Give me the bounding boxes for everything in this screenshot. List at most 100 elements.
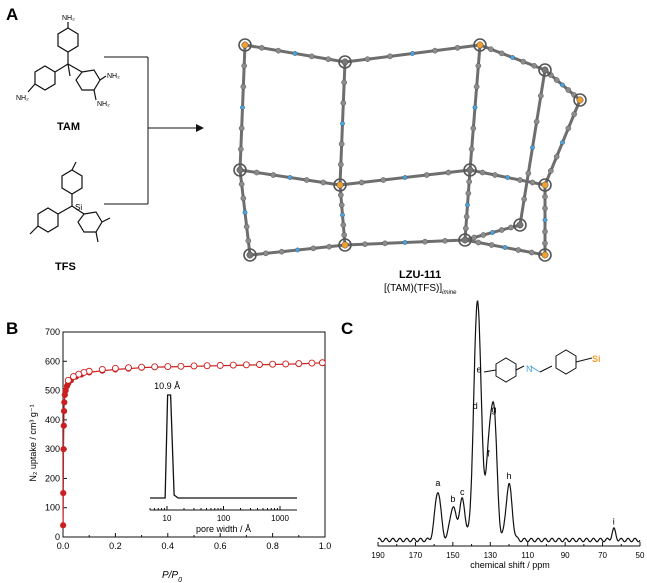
framework-carbon-atom xyxy=(479,169,486,176)
framework-phenyl-ring xyxy=(538,178,552,192)
nmr-peak-label: e xyxy=(477,364,482,374)
framework-phenyl-ring xyxy=(463,163,477,177)
framework-carbon-atom xyxy=(358,179,365,186)
nmr-xtick-label: 130 xyxy=(484,551,498,560)
isotherm-desorption-point xyxy=(190,362,198,370)
framework-carbon-atom xyxy=(498,227,505,233)
isotherm-adsorption-point xyxy=(60,489,67,497)
framework-phenyl-ring xyxy=(333,178,347,192)
framework-nitrogen-atom xyxy=(560,140,565,145)
framework-carbon-atom xyxy=(463,213,470,220)
framework-silicon-atom xyxy=(341,241,349,249)
framework-carbon-atom xyxy=(454,45,461,51)
framework-carbon-atom xyxy=(473,83,480,90)
framework-phenyl-ring xyxy=(233,163,247,177)
panel-a-letter: A xyxy=(6,5,18,24)
panel-b-letter: B xyxy=(6,319,18,338)
nmr-peak-label: d xyxy=(473,401,478,411)
framework-phenyl-ring xyxy=(243,248,257,262)
framework-carbon-atom xyxy=(508,224,514,231)
isotherm-ylabel: N₂ uptake / cm³ g⁻¹ xyxy=(28,404,38,481)
framework-nitrogen-atom xyxy=(295,247,300,253)
framework-silicon-atom xyxy=(541,251,549,259)
framework-carbon-atom xyxy=(471,234,477,241)
nmr-xtick-label: 50 xyxy=(636,551,645,560)
framework-carbon-atom xyxy=(480,232,487,238)
framework-silicon-atom xyxy=(576,96,584,104)
framework-carbon-atom xyxy=(529,179,536,186)
framework-carbon-atom xyxy=(442,238,448,244)
isotherm-desorption-point xyxy=(229,361,237,369)
framework-nitrogen-atom xyxy=(287,175,293,180)
nmr-xtick-label: 150 xyxy=(446,551,460,560)
framework-carbon-atom xyxy=(565,87,572,93)
isotherm-ytick-label: 300 xyxy=(45,444,60,454)
framework-nitrogen-atom xyxy=(410,51,415,56)
framework-carbon-atom xyxy=(542,205,548,212)
framework-carbon-atom xyxy=(241,63,247,69)
framework-phenyl-ring xyxy=(338,238,352,252)
framework-carbon-node xyxy=(236,166,244,174)
isotherm-xlabel-main: P/P xyxy=(162,570,178,581)
framework-phenyl-ring xyxy=(458,233,472,247)
framework-phenyl-ring xyxy=(338,55,352,69)
isotherm-xtick-label: 1.0 xyxy=(319,541,332,551)
framework-carbon-atom xyxy=(432,47,438,54)
framework-nitrogen-atom xyxy=(510,55,515,60)
framework-phenyl-ring xyxy=(238,38,252,52)
isotherm-ytick-label: 0 xyxy=(55,532,60,542)
isotherm-desorption-point xyxy=(125,364,132,372)
framework-carbon-atom xyxy=(548,168,554,174)
framework-carbon-atom xyxy=(240,195,247,202)
framework-carbon-atom xyxy=(245,238,252,244)
isotherm-xlabel: P/P0 xyxy=(162,570,182,583)
isotherm-ytick-label: 200 xyxy=(45,473,60,483)
framework-carbon-atom xyxy=(525,170,532,177)
isotherm-chart: 0.0 0.2 0.4 0.6 0.8 1.0 0 100 200 300 400 500 600 700… xyxy=(45,327,331,551)
framework-nitrogen-atom xyxy=(340,212,345,218)
framework-carbon-atom xyxy=(382,240,388,247)
framework-carbon-node xyxy=(541,66,549,74)
framework-silicon-atom xyxy=(241,41,249,49)
framework-carbon-atom xyxy=(325,56,332,62)
framework-carbon-atom xyxy=(253,169,260,176)
framework-nitrogen-atom xyxy=(560,82,565,88)
nmr-peak-label: f xyxy=(487,448,490,458)
framework-nitrogen-atom xyxy=(465,202,470,208)
framework-carbon-atom xyxy=(263,250,269,257)
framework-phenyl-ring xyxy=(538,63,552,77)
framework-carbon-atom xyxy=(308,53,315,60)
inset-psd-line xyxy=(150,394,297,499)
nmr-molecule-si: Si xyxy=(592,354,601,364)
framework-nitrogen-atom xyxy=(472,105,478,110)
framework-carbon-atom xyxy=(320,179,327,186)
isotherm-desorption-point xyxy=(308,359,316,367)
framework-carbon-node xyxy=(246,251,254,259)
framework-nitrogen-atom xyxy=(505,175,510,180)
framework-phenyl-ring xyxy=(573,93,587,107)
framework-carbon-atom xyxy=(326,243,332,250)
isotherm-desorption-point xyxy=(164,363,172,371)
framework-carbon-atom xyxy=(553,77,560,83)
isotherm-desorption-point xyxy=(242,361,250,369)
isotherm-adsorption-point xyxy=(60,407,68,415)
framework-carbon-atom xyxy=(338,192,344,198)
framework-carbon-atom xyxy=(531,63,537,69)
framework-nitrogen-atom xyxy=(240,105,245,110)
isotherm-desorption-point xyxy=(295,360,303,368)
framework-nitrogen-atom xyxy=(502,245,508,250)
reaction-arrow-head xyxy=(196,124,204,132)
isotherm-desorption-point xyxy=(111,364,119,372)
framework-carbon-atom xyxy=(380,177,387,183)
framework-carbon-atom xyxy=(538,93,544,99)
lzu111-framework xyxy=(233,38,587,262)
nmr-peak-label: c xyxy=(460,487,465,497)
tfs-label: TFS xyxy=(55,261,76,273)
framework-carbon-atom xyxy=(468,146,475,152)
isotherm-adsorption-line xyxy=(62,362,323,526)
framework-carbon-atom xyxy=(542,193,548,200)
framework-carbon-atom xyxy=(553,153,560,160)
isotherm-desorption-point xyxy=(282,360,290,368)
isotherm-adsorption-point xyxy=(60,446,67,453)
